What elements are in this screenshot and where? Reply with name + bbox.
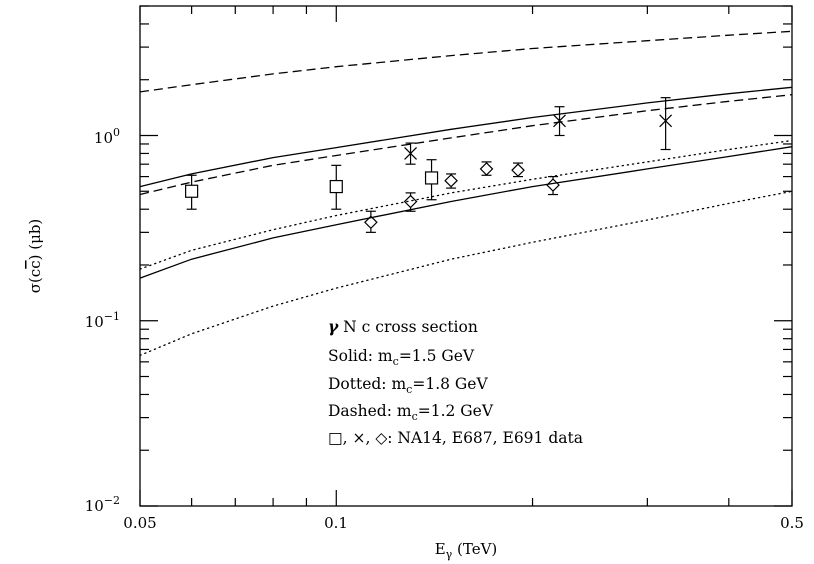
annotation-dashed: Dashed: mc=1.2 GeV <box>328 402 494 423</box>
x-tick-label: 0.1 <box>324 514 348 532</box>
data-point-square <box>185 174 199 210</box>
curve-dotted <box>139 139 793 270</box>
diamond-marker <box>511 163 525 177</box>
diamond-marker <box>546 178 560 192</box>
y-tick-label: 10−1 <box>85 310 120 331</box>
curve-dashed <box>139 94 793 196</box>
data-point-diamond <box>444 173 458 189</box>
square-marker <box>329 179 343 194</box>
data-point-diamond <box>546 175 560 196</box>
plot-frame <box>139 5 793 507</box>
x-axis-label: Eγ (TeV) <box>435 540 498 561</box>
data-point-diamond <box>364 210 378 233</box>
square-marker <box>424 171 439 185</box>
x-tick-label: 0.05 <box>123 514 156 532</box>
data-point-diamond <box>479 161 494 176</box>
curve-solid <box>139 146 793 279</box>
annotation-solid: Solid: mc=1.5 GeV <box>328 347 475 368</box>
annotation-block: γ N c cross section Solid: mc=1.5 GeV Do… <box>328 317 583 447</box>
data-point-diamond <box>403 192 418 212</box>
data-point-cross <box>404 142 417 165</box>
curve-dashed <box>139 30 793 93</box>
data-point-square <box>424 159 439 201</box>
axis-ticks <box>139 5 793 507</box>
y-tick-label: 10−2 <box>85 494 120 515</box>
annotation-data-key: □, ×, ◇: NA14, E687, E691 data <box>328 429 583 447</box>
data-point-cross <box>659 97 673 151</box>
annotation-title: γ N c cross section <box>328 317 478 336</box>
diamond-marker <box>444 173 458 188</box>
annotation-dotted: Dotted: mc=1.8 GeV <box>328 375 488 396</box>
square-marker <box>185 184 199 198</box>
y-tick-label: 100 <box>94 126 120 147</box>
diamond-marker <box>479 162 494 176</box>
data-point-cross <box>553 106 566 137</box>
data-point-square <box>329 164 343 210</box>
curve-dotted <box>139 190 793 357</box>
data-point-diamond <box>511 162 525 178</box>
theory-curves <box>139 30 793 357</box>
data-points <box>185 97 673 233</box>
y-axis-label: σ(cc) (μb) <box>26 219 44 294</box>
curve-solid <box>139 86 793 188</box>
x-tick-label: 0.5 <box>780 514 804 532</box>
